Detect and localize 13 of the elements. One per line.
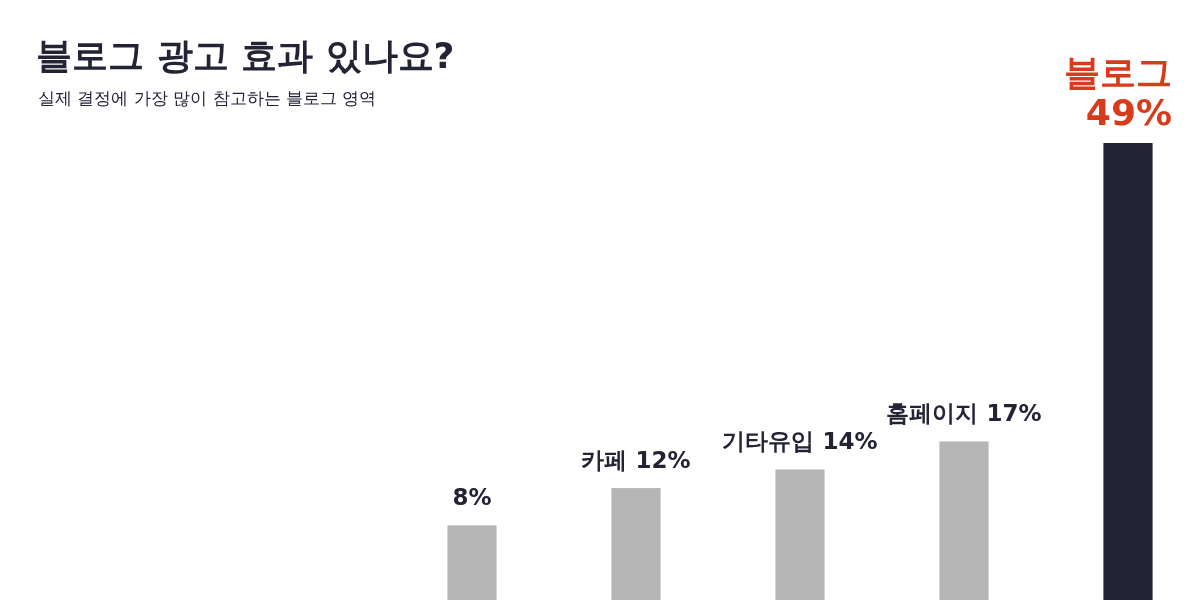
data-label: 8%	[452, 484, 492, 511]
bar	[1103, 143, 1153, 600]
bar	[447, 525, 497, 600]
bar	[939, 441, 989, 600]
data-label: 49%	[1085, 92, 1172, 133]
bar	[775, 469, 825, 600]
chart-title: 블로그 광고 효과 있나요?	[36, 35, 455, 76]
x-tick-label: 블로그	[1064, 52, 1172, 93]
text: 실제 결정에 가장 많이 참고하는 블로그 영역	[38, 88, 377, 108]
category-label: 기타유입 14%	[722, 428, 878, 455]
category-label: 홈페이지 17%	[886, 400, 1042, 427]
category-label: 카페 12%	[581, 447, 691, 474]
bar	[611, 488, 661, 600]
